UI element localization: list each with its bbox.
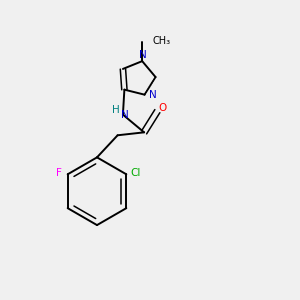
Text: H: H bbox=[112, 105, 119, 115]
Text: N: N bbox=[139, 50, 147, 60]
Text: F: F bbox=[56, 168, 62, 178]
Text: CH₃: CH₃ bbox=[152, 35, 171, 46]
Text: Cl: Cl bbox=[130, 168, 141, 178]
Text: N: N bbox=[149, 90, 157, 100]
Text: O: O bbox=[158, 103, 167, 113]
Text: N: N bbox=[121, 110, 128, 120]
